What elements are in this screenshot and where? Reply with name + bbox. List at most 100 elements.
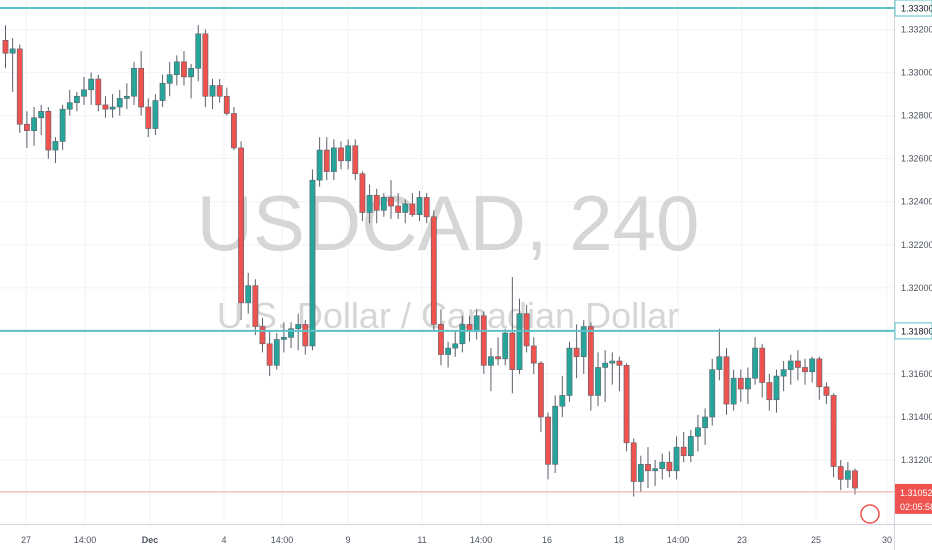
candle [609, 352, 616, 385]
candle [145, 98, 152, 138]
candle [745, 367, 751, 405]
candle-body [173, 61, 180, 76]
last-price-label: 1.31052 [900, 488, 932, 498]
candle-body [102, 104, 109, 110]
candle-body [830, 395, 837, 467]
candle [223, 87, 230, 116]
hline-price-tag [894, 0, 932, 17]
candle-body [723, 356, 730, 405]
x-tick-label: 18 [614, 535, 624, 545]
candle-body [737, 377, 744, 390]
candle-body [630, 442, 637, 482]
candle [152, 94, 159, 135]
candle [2, 25, 9, 69]
x-tick-label: 25 [811, 535, 821, 545]
candle [409, 193, 416, 217]
y-tick-label: 1.31600 [901, 369, 932, 379]
candle [330, 139, 337, 181]
candle [59, 104, 66, 151]
candle [259, 317, 266, 353]
candle [366, 184, 373, 224]
y-tick-label: 1.32600 [901, 154, 932, 164]
hline-price-label: 1.33300 [901, 4, 932, 14]
candle [52, 137, 59, 163]
candle-body [152, 100, 159, 129]
y-tick-label: 1.31400 [901, 412, 932, 422]
candle [737, 369, 744, 402]
candle-body [159, 83, 166, 101]
candle [252, 279, 259, 336]
candle [166, 61, 173, 97]
candle-body [245, 285, 252, 304]
candle [766, 373, 773, 411]
candle-body [273, 339, 280, 366]
candle-body [81, 89, 87, 97]
candle-body [45, 111, 52, 151]
candle [45, 107, 52, 159]
x-tick-label: 11 [417, 535, 426, 545]
candle [488, 348, 494, 392]
candle-body [73, 95, 80, 104]
candle [566, 341, 573, 402]
candle [81, 76, 87, 105]
candle-body [266, 343, 273, 366]
candle [580, 320, 587, 374]
candle [530, 337, 537, 374]
candle-body [181, 61, 187, 78]
candle-body [223, 95, 230, 114]
candle-body [837, 466, 844, 480]
candle [16, 44, 23, 133]
candle [323, 137, 330, 181]
candle-body [295, 324, 302, 330]
candle [659, 453, 666, 480]
candle-body [452, 343, 459, 349]
candle-body [730, 377, 737, 405]
watermark-description: U.S. Dollar / Canadian Dollar [217, 295, 679, 336]
candle-body [537, 362, 544, 418]
candle [730, 369, 737, 411]
candle [559, 376, 566, 417]
candle [388, 180, 394, 219]
candle [802, 358, 808, 385]
y-tick-label: 1.32800 [901, 111, 932, 121]
candle-body [2, 39, 9, 54]
candle-body [145, 106, 152, 129]
candle [188, 63, 195, 99]
horizontal-lines[interactable] [0, 7, 894, 493]
candle [131, 61, 137, 105]
candles [2, 25, 858, 497]
candle [138, 51, 145, 116]
candle [238, 141, 244, 321]
candle-body [695, 427, 701, 437]
candle-body [673, 446, 680, 472]
candle [352, 139, 359, 181]
watermark-symbol: USDCAD, 240 [197, 179, 700, 267]
candle-body [195, 33, 202, 69]
events-icon [860, 504, 880, 524]
candle-body [545, 416, 551, 465]
x-tick-label: 23 [737, 535, 747, 545]
candle-body [595, 367, 601, 396]
candle-body [759, 347, 766, 383]
candle [9, 38, 16, 92]
candle [316, 137, 323, 187]
candle-body [852, 470, 858, 489]
y-tick-label: 1.33000 [901, 68, 932, 78]
candle-body [281, 337, 287, 340]
candle [823, 382, 830, 405]
candle-body [52, 141, 59, 151]
candle-body [330, 147, 337, 172]
candle-body [238, 147, 244, 304]
candle [852, 468, 858, 495]
candle-body [687, 436, 694, 457]
candle-body [645, 464, 651, 472]
candle-body [209, 85, 216, 97]
candle-body [623, 365, 630, 444]
candle [523, 305, 530, 353]
candle-body [709, 369, 716, 418]
candle [773, 369, 780, 413]
candle-body [302, 324, 309, 347]
candle [602, 350, 609, 402]
